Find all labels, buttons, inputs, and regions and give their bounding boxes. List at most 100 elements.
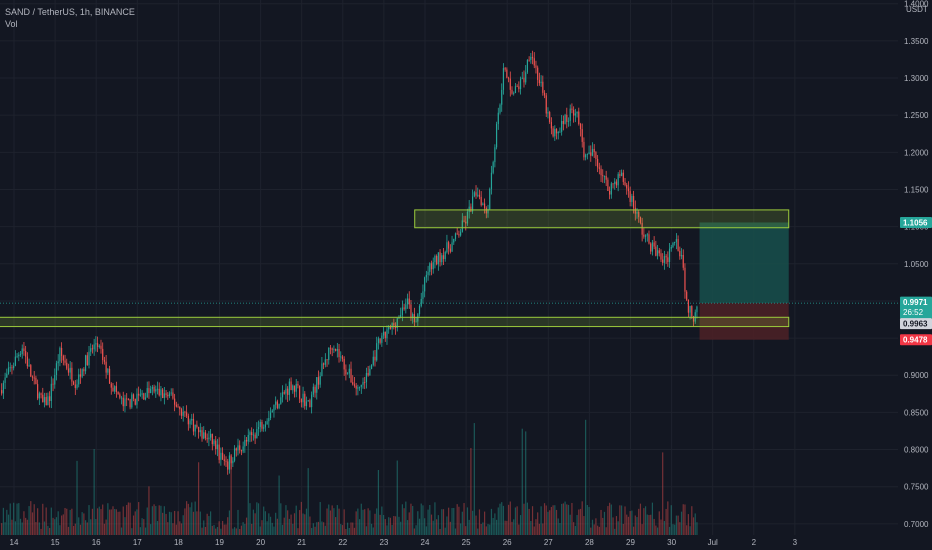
volume-bar: [280, 503, 282, 535]
candle-body: [537, 67, 539, 80]
volume-bar: [247, 444, 249, 535]
candle-body: [449, 248, 451, 252]
candle-body: [287, 388, 289, 395]
candle-body: [177, 406, 179, 408]
candle-body: [208, 437, 210, 440]
candle-body: [242, 446, 244, 452]
volume-bar: [271, 522, 273, 535]
volume-bar: [343, 509, 345, 535]
candle-body: [174, 398, 176, 405]
drawing-overlays[interactable]: [0, 209, 898, 340]
volume-bar: [240, 525, 243, 535]
volume-bar: [610, 504, 612, 535]
candle-body: [495, 123, 498, 148]
volume-bar: [634, 515, 636, 535]
price-axis-background[interactable]: [898, 0, 932, 550]
volume-bar: [439, 528, 441, 535]
candle-body: [95, 343, 97, 345]
time-axis[interactable]: 14 15 16 17 18 19 20 21 22 23 24 25 26 27 28 29 30 Jul 2 3: [10, 538, 798, 547]
candle-body: [50, 383, 52, 401]
volume-bar: [617, 521, 619, 535]
candle-body: [290, 381, 292, 391]
volume-bar: [595, 518, 597, 535]
candle-body: [603, 176, 606, 177]
volume-bar: [324, 525, 326, 535]
candle-body: [13, 365, 15, 369]
candle-body: [312, 386, 314, 395]
candle-body: [646, 234, 648, 236]
candle-body: [583, 141, 585, 158]
volume-bar: [624, 506, 626, 535]
chart-legend[interactable]: SAND / TetherUS, 1h, BINANCE Vol: [5, 6, 135, 30]
volume-bar: [168, 511, 171, 535]
candle-body: [463, 220, 465, 222]
volume-bar: [297, 528, 299, 535]
volume-bar: [495, 519, 498, 535]
candle-body: [150, 388, 152, 394]
volume-bar: [160, 505, 162, 535]
volume-bar: [540, 506, 542, 535]
candle-body: [316, 377, 318, 393]
candle-body: [424, 277, 426, 292]
candle-body: [531, 56, 534, 59]
volume-bar: [331, 505, 333, 535]
volume-bar: [650, 514, 652, 535]
candle-body: [31, 376, 34, 378]
candle-body: [636, 211, 638, 214]
candle-body: [16, 356, 18, 358]
candle-body: [252, 434, 255, 436]
candle-body: [530, 56, 532, 60]
volume-bar: [574, 525, 576, 535]
candle-body: [355, 385, 357, 389]
candle-body: [470, 206, 472, 212]
candle-body: [269, 412, 272, 418]
volume-bar: [194, 501, 196, 535]
volume-bar: [475, 515, 477, 535]
volume-bar: [393, 515, 395, 535]
candle-body: [591, 148, 594, 156]
candle-body: [124, 398, 126, 407]
candle-body: [372, 356, 374, 365]
volume-bar: [162, 512, 164, 535]
volume-bar: [54, 519, 56, 535]
candle-body: [434, 255, 436, 263]
candle-body: [559, 131, 561, 133]
volume-bar: [665, 508, 667, 535]
candle-body: [261, 421, 263, 429]
volume-bar: [410, 503, 412, 535]
candle-body: [98, 345, 100, 347]
price-tick-label: 1.2000: [904, 148, 929, 157]
volume-bar: [626, 514, 628, 535]
candle-body: [319, 376, 321, 385]
candle-body: [480, 196, 482, 206]
time-tick-label: 19: [215, 538, 224, 547]
volume-bar: [340, 524, 342, 535]
candle-body: [353, 384, 356, 386]
candle-body: [506, 69, 508, 78]
volume-bar: [646, 514, 648, 535]
volume-bar: [49, 527, 51, 535]
candle-body: [465, 221, 467, 224]
volume-bar: [641, 524, 643, 535]
volume-indicator-label[interactable]: Vol: [5, 19, 18, 29]
candle-body: [237, 445, 239, 451]
candle-body: [115, 386, 118, 392]
time-axis-background[interactable]: [0, 535, 932, 550]
candle-body: [358, 386, 361, 388]
candle-body: [348, 368, 350, 374]
volume-bar: [293, 513, 296, 535]
volume-bar: [509, 501, 511, 535]
volume-bar: [593, 524, 595, 535]
volume-bar: [312, 523, 314, 535]
candle-body: [204, 432, 207, 439]
candle-body: [401, 307, 403, 315]
symbol-title[interactable]: SAND / TetherUS, 1h, BINANCE: [5, 7, 135, 17]
candle-body: [369, 368, 371, 376]
volume-bar: [679, 522, 681, 535]
volume-bar: [213, 525, 215, 535]
candle-body: [429, 263, 431, 272]
volume-bar: [71, 508, 73, 535]
support-price-label-bg: [900, 318, 932, 330]
price-axis[interactable]: 1.4000 1.3500 1.3000 1.2500 1.2000 1.1500 1.10…: [904, 0, 929, 529]
